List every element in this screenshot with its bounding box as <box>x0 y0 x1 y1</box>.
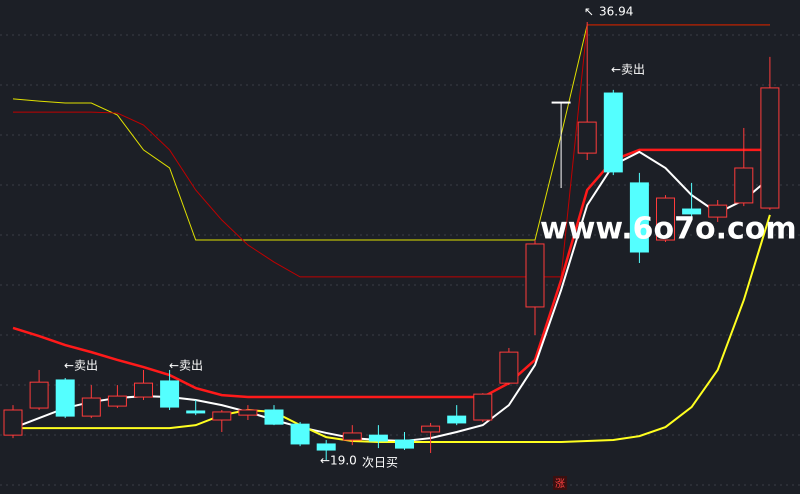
candle-body <box>577 121 597 154</box>
candle-body <box>447 415 467 424</box>
tag: 涨 <box>555 478 565 490</box>
buy-annotation: 次日买 <box>362 456 398 470</box>
candle-body <box>734 167 754 204</box>
candle-body <box>629 182 649 253</box>
candle-body <box>760 87 780 209</box>
candle-body <box>186 410 206 414</box>
candle-body <box>160 380 180 408</box>
watermark: www.6o7o.com <box>540 212 797 247</box>
indicator-line <box>13 214 771 443</box>
candle-body <box>316 443 336 451</box>
candle-body <box>264 409 284 425</box>
candle-body <box>342 432 362 441</box>
candle-body <box>708 204 728 218</box>
candle-body <box>368 434 388 442</box>
candle-body <box>499 351 519 384</box>
candle-body <box>525 243 545 308</box>
candle-body <box>134 382 153 398</box>
indicator-line <box>12 148 770 399</box>
sell-annotation: ←卖出 <box>64 359 98 373</box>
candle-body <box>3 409 23 436</box>
candle-body <box>290 423 310 445</box>
indicator-line <box>13 24 770 278</box>
candle-body <box>212 411 232 421</box>
candle-body <box>81 397 101 417</box>
candle-body <box>238 409 258 416</box>
candle-body <box>551 101 571 104</box>
candle-body <box>395 439 414 449</box>
candle-body <box>656 197 675 241</box>
high-annotation: 36.94 <box>599 5 633 19</box>
candle-body <box>603 92 623 173</box>
high-arrow: ↖ <box>584 5 594 19</box>
low-annotation: ←19.0 <box>320 454 357 468</box>
candle-body <box>107 395 127 407</box>
candle-body <box>473 393 493 421</box>
candle-body <box>421 425 441 433</box>
candle-body <box>29 381 49 409</box>
candle-body <box>55 379 75 417</box>
sell-annotation: ←卖出 <box>169 359 203 373</box>
candle-body <box>682 208 702 215</box>
tag-box <box>553 476 567 490</box>
sell-annotation: ←卖出 <box>611 63 645 77</box>
